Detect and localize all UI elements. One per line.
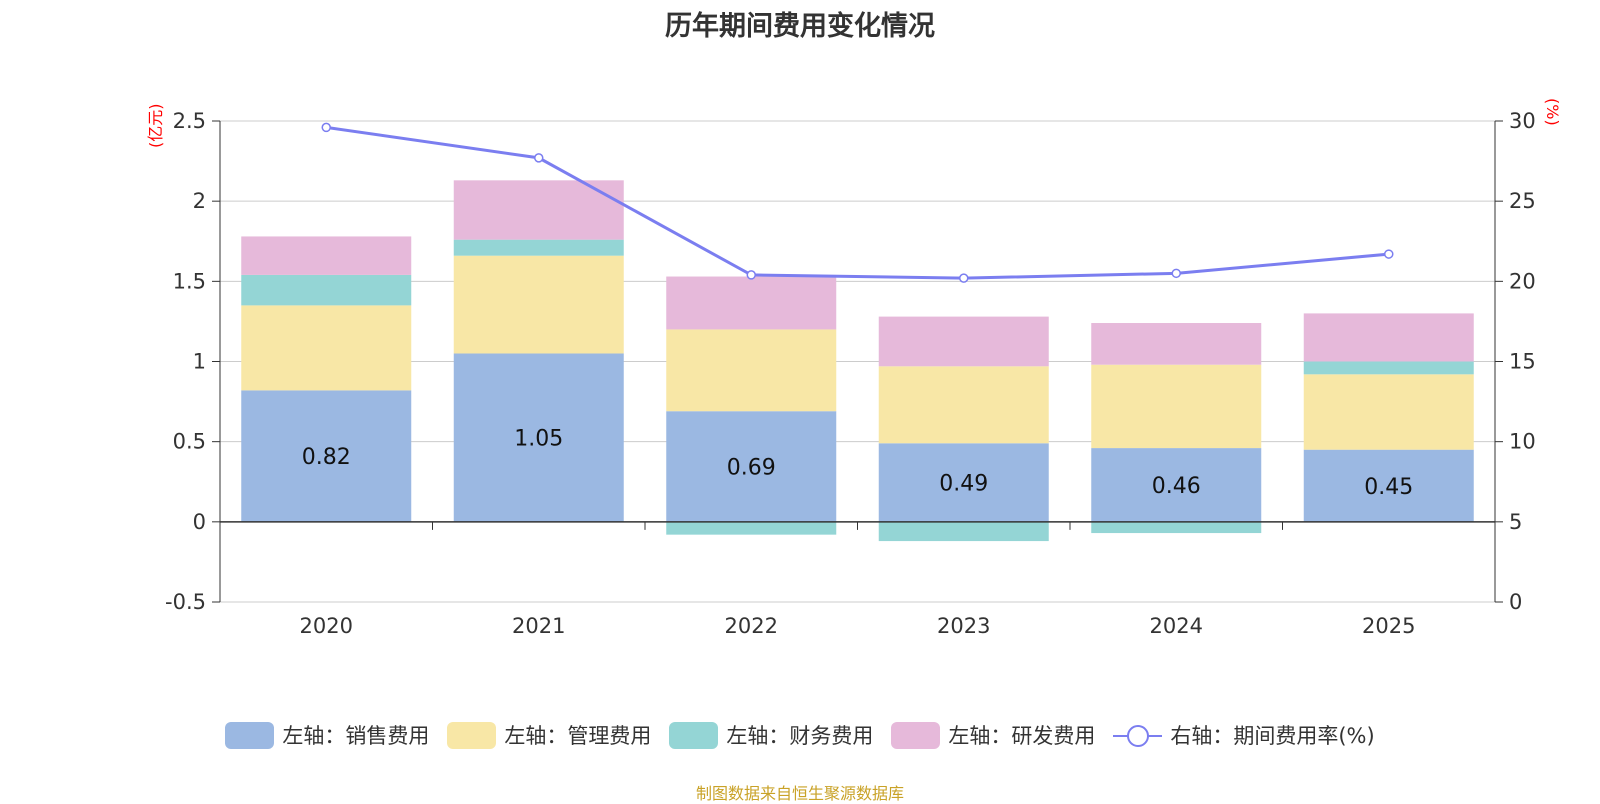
x-axis-tick-label: 2024	[1150, 614, 1203, 638]
right-axis-tick-label: 30	[1509, 109, 1536, 133]
x-axis-tick-label: 2023	[937, 614, 990, 638]
data-source-note: 制图数据来自恒生聚源数据库	[695, 784, 904, 803]
rate-point-2021	[534, 153, 544, 163]
bar-segment-0-2024	[1091, 448, 1262, 522]
data-label-sales: 1.05	[514, 427, 563, 452]
x-axis-tick-label: 2025	[1362, 614, 1415, 638]
bar-segment-1-2023	[878, 366, 1049, 444]
right-axis-tick-label: 5	[1509, 510, 1522, 534]
data-label-sales: 0.69	[727, 456, 776, 481]
legend-label-finance: 左轴：财务费用	[726, 724, 874, 748]
bar-segment-2-2022	[666, 521, 837, 535]
right-axis-tick-label: 25	[1509, 189, 1536, 213]
data-label-sales: 0.46	[1152, 474, 1201, 499]
legend-label-admin: 左轴：管理费用	[504, 724, 652, 748]
bar-segment-2-2020	[241, 274, 412, 306]
legend-label-rnd: 左轴：研发费用	[948, 724, 1096, 748]
chart-title: 历年期间费用变化情况	[665, 11, 935, 42]
legend: 左轴：销售费用 左轴：管理费用 左轴：财务费用 左轴：研发费用 右轴：期间费用率…	[0, 720, 1600, 750]
legend-swatch-admin	[447, 721, 497, 749]
left-axis-tick-label: 2	[193, 189, 206, 213]
rate-point-2023	[959, 273, 969, 283]
right-axis-tick-label: 0	[1509, 590, 1522, 614]
legend-item-finance[interactable]: 左轴：财务费用	[669, 720, 873, 750]
bar-segment-2-2024	[1091, 521, 1262, 534]
chart-plot: 2.5 2 1.5 1 0.5 0 -0.5 30 25 20 15 10 5 0 2020 2021 2022…	[165, 109, 1536, 638]
rate-point-2025	[1384, 249, 1394, 259]
legend-item-admin[interactable]: 左轴：管理费用	[447, 720, 651, 750]
rate-point-2024	[1171, 268, 1181, 279]
data-label-sales: 0.45	[1364, 475, 1413, 500]
bar-segment-2-2023	[878, 521, 1049, 542]
bar-segment-1-2020	[241, 305, 412, 391]
legend-swatch-sales	[225, 721, 275, 749]
left-axis-tick-label: 1	[193, 350, 206, 374]
bar-segment-3-2025	[1303, 313, 1474, 362]
rate-point-2020	[321, 122, 331, 133]
legend-swatch-rnd	[891, 721, 941, 749]
bar-segment-0-2021	[453, 353, 624, 522]
left-axis-tick-label: 0.5	[173, 430, 206, 454]
right-axis-tick-label: 20	[1509, 269, 1536, 293]
legend-line-marker-icon	[1113, 722, 1163, 749]
right-axis-tick-label: 10	[1509, 430, 1536, 454]
left-axis-tick-label: 0	[193, 510, 206, 534]
legend-label-rate: 右轴：期间费用率(%)	[1170, 724, 1375, 748]
data-label-sales: 0.49	[939, 472, 988, 497]
x-axis-tick-label: 2021	[512, 614, 565, 638]
bar-segment-2-2025	[1303, 361, 1474, 375]
right-axis-tick-label: 15	[1509, 350, 1536, 374]
left-axis-tick-label: 2.5	[173, 109, 206, 133]
bar-segment-0-2023	[878, 443, 1049, 522]
legend-item-rate[interactable]: 右轴：期间费用率(%)	[1113, 720, 1375, 750]
bar-segment-3-2020	[241, 236, 412, 275]
rate-point-2022	[746, 270, 756, 280]
bar-segment-3-2023	[878, 316, 1049, 367]
legend-item-rnd[interactable]: 左轴：研发费用	[891, 720, 1095, 750]
bar-segment-1-2021	[453, 255, 624, 354]
bar-segment-1-2024	[1091, 364, 1262, 449]
left-axis-tick-label: -0.5	[165, 590, 206, 614]
legend-swatch-finance	[669, 721, 719, 749]
bar-segment-1-2022	[666, 329, 837, 412]
bar-segment-0-2022	[666, 411, 837, 522]
x-axis-tick-label: 2022	[725, 614, 778, 638]
bar-segment-0-2020	[241, 390, 412, 522]
x-axis-tick-label: 2020	[300, 614, 353, 638]
bar-segment-0-2025	[1303, 449, 1474, 522]
rate-line	[326, 125, 1389, 280]
data-label-sales: 0.82	[302, 445, 351, 470]
legend-item-sales[interactable]: 左轴：销售费用	[225, 720, 429, 750]
legend-label-sales: 左轴：销售费用	[282, 724, 430, 748]
bar-segment-3-2024	[1091, 323, 1262, 365]
bar-segment-3-2022	[666, 276, 837, 330]
bar-segment-1-2025	[1303, 374, 1474, 450]
left-axis-tick-label: 1.5	[173, 269, 206, 293]
bar-segment-2-2021	[453, 239, 624, 256]
